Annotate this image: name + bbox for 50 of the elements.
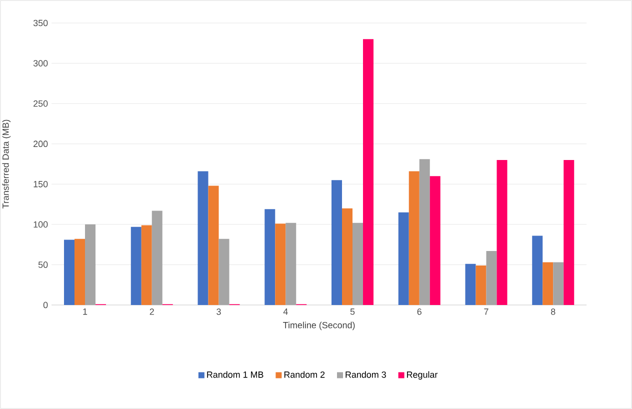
bar	[532, 236, 543, 305]
y-tick-label: 250	[34, 100, 48, 107]
bar	[286, 222, 296, 305]
bar	[430, 176, 440, 305]
bar	[85, 224, 96, 305]
x-tick-label: 8	[551, 308, 556, 315]
x-tick-label: 3	[216, 308, 221, 315]
x-tick-label: 5	[350, 308, 355, 315]
bar	[542, 262, 554, 305]
x-axis-title: Timeline (Second)	[283, 322, 355, 330]
bar	[352, 222, 364, 305]
bar	[553, 262, 564, 305]
bar	[496, 160, 508, 305]
bar	[564, 160, 574, 305]
y-tick-label: 350	[33, 20, 48, 26]
y-tick-label: 200	[34, 140, 48, 148]
bar	[363, 39, 374, 305]
bar	[218, 238, 230, 305]
bar	[419, 159, 430, 305]
y-tick-label: 150	[34, 180, 48, 188]
legend-label: Random 2	[284, 371, 325, 378]
bar	[398, 212, 409, 305]
bar	[152, 210, 162, 305]
bar	[130, 226, 142, 305]
bar	[342, 208, 353, 305]
y-tick-label: 50	[38, 262, 48, 268]
x-tick-label: 7	[484, 308, 488, 315]
bar	[332, 180, 342, 305]
y-axis-title: Transferred Data (MB)	[2, 120, 11, 208]
bar	[275, 224, 286, 305]
bar	[486, 251, 497, 305]
y-tick-label: 100	[34, 221, 48, 228]
x-tick-label: 4	[283, 308, 288, 315]
bar	[198, 171, 208, 305]
bar	[74, 238, 86, 305]
legend-label: Regular	[407, 371, 438, 380]
bar	[465, 264, 476, 305]
bar	[64, 240, 75, 305]
x-tick-label: 2	[150, 308, 154, 315]
bar	[208, 186, 219, 305]
bar	[141, 225, 152, 305]
x-tick-label: 6	[417, 308, 422, 315]
y-tick-label: 0	[43, 302, 48, 308]
x-tick-label: 1	[83, 308, 88, 315]
y-tick-label: 300	[33, 60, 48, 66]
bar	[408, 171, 420, 305]
bar	[476, 266, 486, 305]
legend-label: Random 3	[346, 371, 386, 378]
bar	[264, 209, 276, 305]
legend-label: Random 1 MB	[207, 371, 264, 378]
